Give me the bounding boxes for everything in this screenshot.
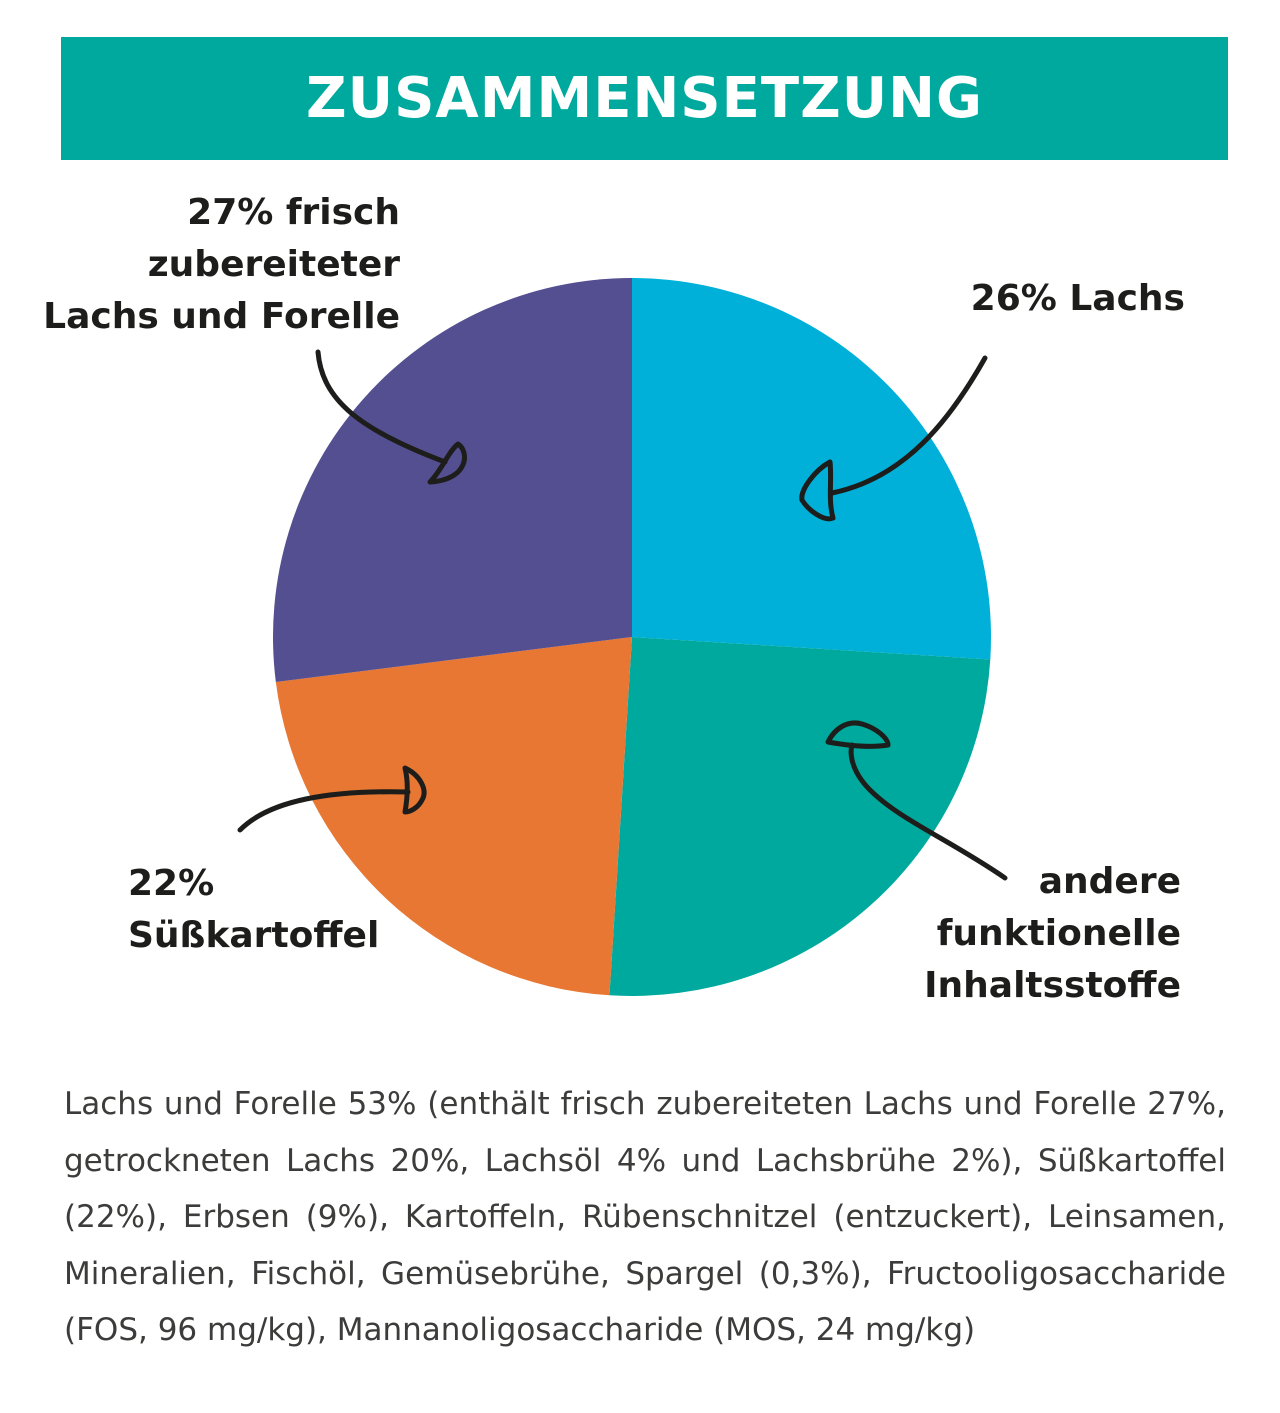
arrowhead-suesskartoffel (402, 765, 427, 815)
title-banner: ZUSAMMENSETZUNG (61, 37, 1228, 160)
label-line: 22% (128, 863, 215, 904)
label-line: Lachs und Forelle (43, 296, 400, 337)
arrowhead-lachs (799, 459, 836, 522)
slice-lachs (632, 278, 992, 660)
slice-lachs-forelle (272, 278, 632, 682)
slice-andere-inhaltsstoffe (609, 637, 991, 996)
arrow-suesskartoffel (237, 789, 411, 833)
label-line: Inhaltsstoffe (924, 965, 1181, 1006)
label-suesskartoffel: 22% Süßkartoffel (128, 858, 379, 962)
label-lachs-forelle: 27% frisch zubereiteter Lachs und Forell… (43, 187, 400, 343)
slice-suesskartoffel (275, 637, 632, 996)
label-line: funktionelle (936, 913, 1181, 954)
label-line: 27% frisch (187, 192, 400, 233)
arrowhead-lachs-forelle (427, 441, 467, 485)
pie-slices (272, 278, 992, 996)
label-line: 26% Lachs (970, 278, 1185, 319)
label-line: Süßkartoffel (128, 915, 380, 956)
label-andere: andere funktionelle Inhaltsstoffe (924, 856, 1181, 1012)
label-line: andere (1038, 861, 1181, 902)
label-lachs: 26% Lachs (971, 273, 1185, 325)
ingredients-text: Lachs und Forelle 53% (enthält frisch zu… (64, 1086, 1226, 1348)
page-title: ZUSAMMENSETZUNG (305, 66, 984, 131)
pie-chart (237, 278, 1008, 996)
arrow-lachs-forelle (315, 349, 448, 465)
label-line: zubereiteter (147, 244, 400, 285)
arrowhead-andere (825, 720, 891, 749)
label-arrows (237, 349, 1008, 881)
arrow-andere (848, 742, 1008, 881)
arrow-lachs (829, 355, 988, 496)
